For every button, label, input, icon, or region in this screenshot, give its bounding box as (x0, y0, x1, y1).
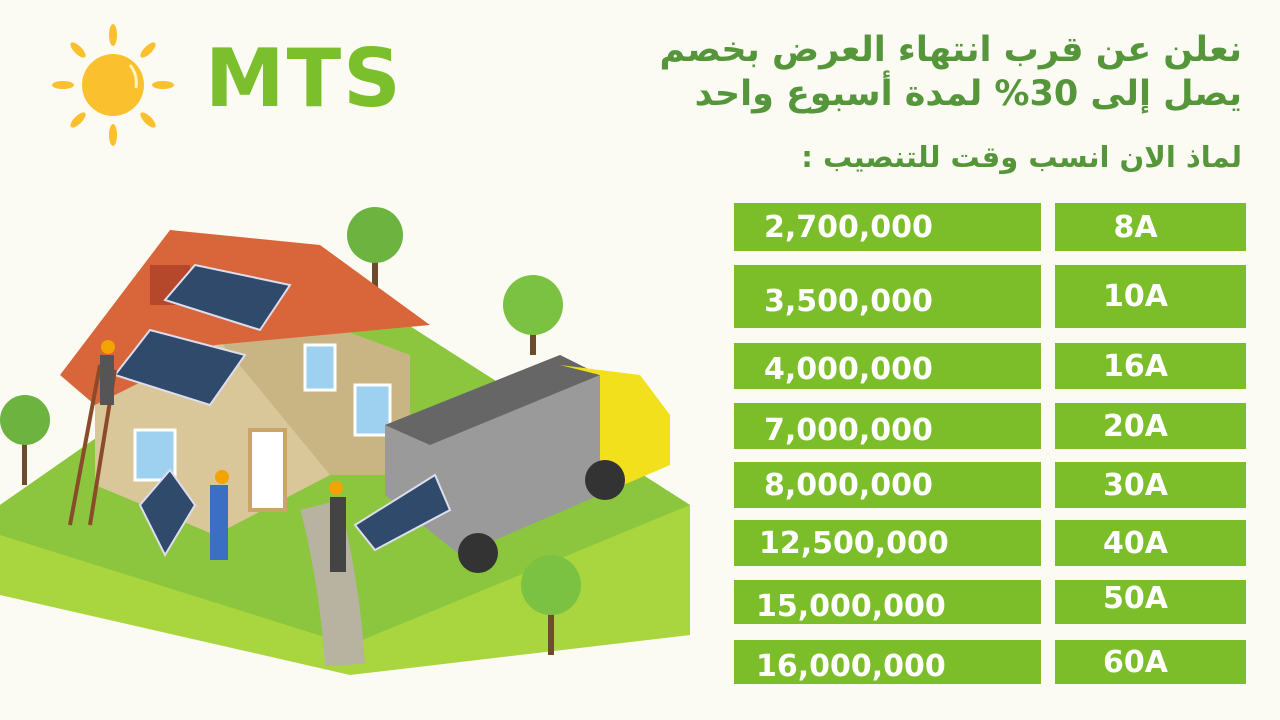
capacity-cell: 60A (1055, 640, 1246, 684)
capacity-cell: 40A (1055, 520, 1246, 566)
price-cell: 7,000,000 (734, 403, 1041, 449)
price-cell: 8,000,000 (734, 462, 1041, 508)
headline-line-1: نعلن عن قرب انتهاء العرض بخصم (659, 30, 1243, 70)
solar-house-illustration (0, 207, 690, 675)
tree-icon (0, 207, 581, 655)
price-cell: 15,000,000 (734, 580, 1041, 624)
capacity-cell: 8A (1055, 203, 1246, 251)
price-cell: 16,000,000 (734, 640, 1041, 684)
capacity-cell: 50A (1055, 580, 1246, 624)
capacity-cell: 10A (1055, 265, 1246, 328)
price-cell: 2,700,000 (734, 203, 1041, 251)
capacity-cell: 20A (1055, 403, 1246, 449)
price-cell: 3,500,000 (734, 265, 1041, 328)
brand-name: MTS (205, 32, 403, 125)
price-cell: 12,500,000 (734, 520, 1041, 566)
capacity-cell: 16A (1055, 343, 1246, 389)
subheading: لماذ الان انسب وقت للتنصيب : (801, 140, 1242, 174)
capacity-cell: 30A (1055, 462, 1246, 508)
sun-icon (52, 24, 174, 146)
headline-line-2: يصل إلى 30% لمدة أسبوع واحد (694, 74, 1242, 114)
price-cell: 4,000,000 (734, 343, 1041, 389)
